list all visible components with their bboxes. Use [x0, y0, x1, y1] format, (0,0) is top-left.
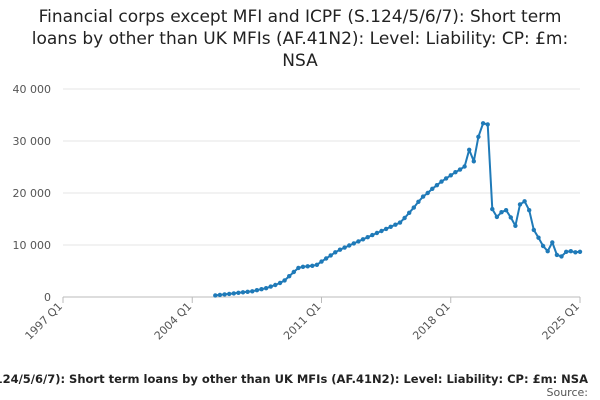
data-point	[383, 226, 389, 232]
data-point	[448, 173, 453, 178]
data-point	[531, 227, 536, 233]
data-point	[508, 215, 513, 220]
y-tick-label: 20 000	[13, 187, 52, 200]
data-point	[527, 208, 532, 213]
data-point	[347, 243, 352, 248]
data-point	[467, 147, 472, 152]
data-point	[328, 253, 333, 258]
data-point	[397, 220, 403, 225]
data-point	[416, 199, 421, 204]
y-tick-label: 0	[44, 291, 51, 304]
x-tick-label: 2025 Q1	[540, 300, 583, 343]
data-point	[388, 224, 393, 229]
data-point	[300, 264, 306, 269]
legend: Financial corps except MFI and ICPF (S.1…	[0, 372, 600, 388]
data-point	[490, 206, 495, 212]
data-point	[540, 243, 546, 249]
data-point	[365, 235, 370, 240]
data-point	[503, 208, 509, 213]
data-point	[564, 249, 569, 254]
data-point	[522, 199, 527, 204]
x-tick-label: 2004 Q1	[152, 300, 195, 343]
data-point	[259, 287, 264, 292]
data-point	[462, 164, 467, 169]
data-point	[250, 289, 255, 294]
source-label: Source:	[546, 386, 589, 399]
data-point	[453, 170, 458, 175]
data-point	[434, 183, 440, 188]
data-point	[577, 249, 583, 254]
data-point	[485, 122, 490, 127]
data-point	[263, 286, 269, 291]
data-point	[443, 176, 449, 181]
data-point	[268, 284, 273, 289]
data-point	[420, 194, 426, 199]
data-point	[480, 121, 486, 126]
legend-entry[interactable]: Financial corps except MFI and ICPF (S.1…	[0, 372, 588, 386]
axes: 0 10 000 20 000 30 000 40 000 1997 Q1 2004 Q1 2…	[13, 83, 583, 342]
data-point	[457, 167, 463, 172]
data-point	[254, 288, 260, 293]
data-point	[305, 264, 310, 269]
y-tick-label: 40 000	[13, 83, 52, 96]
data-point	[471, 159, 476, 164]
data-point	[351, 241, 356, 246]
data-point	[499, 210, 504, 215]
gridlines	[63, 88, 580, 298]
data-point	[370, 232, 375, 238]
data-point	[231, 291, 236, 296]
data-point	[222, 292, 227, 297]
data-point	[314, 262, 320, 267]
data-point	[282, 278, 287, 283]
data-point	[245, 289, 250, 294]
data-point	[310, 263, 315, 268]
data-point	[360, 237, 366, 242]
data-point	[439, 179, 444, 184]
data-point	[296, 265, 301, 271]
data-point	[425, 190, 430, 196]
series	[213, 121, 583, 298]
data-point	[227, 291, 232, 297]
data-point	[291, 269, 296, 275]
data-point	[323, 256, 329, 261]
data-point	[536, 235, 541, 240]
data-point	[494, 214, 500, 220]
data-point	[337, 247, 343, 252]
data-point	[476, 134, 481, 139]
data-point	[374, 230, 380, 236]
data-point	[273, 282, 278, 288]
y-tick-label: 10 000	[13, 239, 52, 252]
data-point	[213, 293, 218, 298]
data-point	[393, 222, 398, 227]
data-point	[342, 245, 347, 250]
data-point	[407, 210, 412, 215]
data-point	[319, 259, 324, 264]
x-tick-label: 2018 Q1	[410, 300, 453, 343]
x-tick-label: 2011 Q1	[281, 300, 324, 343]
data-point	[411, 205, 416, 210]
data-point	[550, 240, 555, 245]
data-point	[333, 250, 338, 255]
data-point	[513, 223, 518, 228]
data-point	[559, 254, 564, 259]
data-point	[277, 280, 283, 286]
x-tick-label: 1997 Q1	[23, 300, 66, 343]
data-point	[217, 292, 223, 298]
data-point	[545, 249, 550, 254]
data-point	[517, 202, 523, 207]
chart-title: Financial corps except MFI and ICPF (S.1…	[31, 7, 569, 71]
data-point	[573, 250, 578, 255]
data-point	[287, 274, 292, 279]
data-point	[240, 290, 246, 295]
series-line	[215, 122, 581, 297]
data-point	[554, 252, 560, 258]
data-point	[568, 249, 573, 254]
data-point	[379, 228, 384, 234]
data-point	[236, 290, 241, 295]
data-point	[356, 239, 361, 244]
y-tick-label: 30 000	[13, 135, 52, 148]
data-point	[402, 215, 407, 221]
data-point	[430, 186, 435, 191]
